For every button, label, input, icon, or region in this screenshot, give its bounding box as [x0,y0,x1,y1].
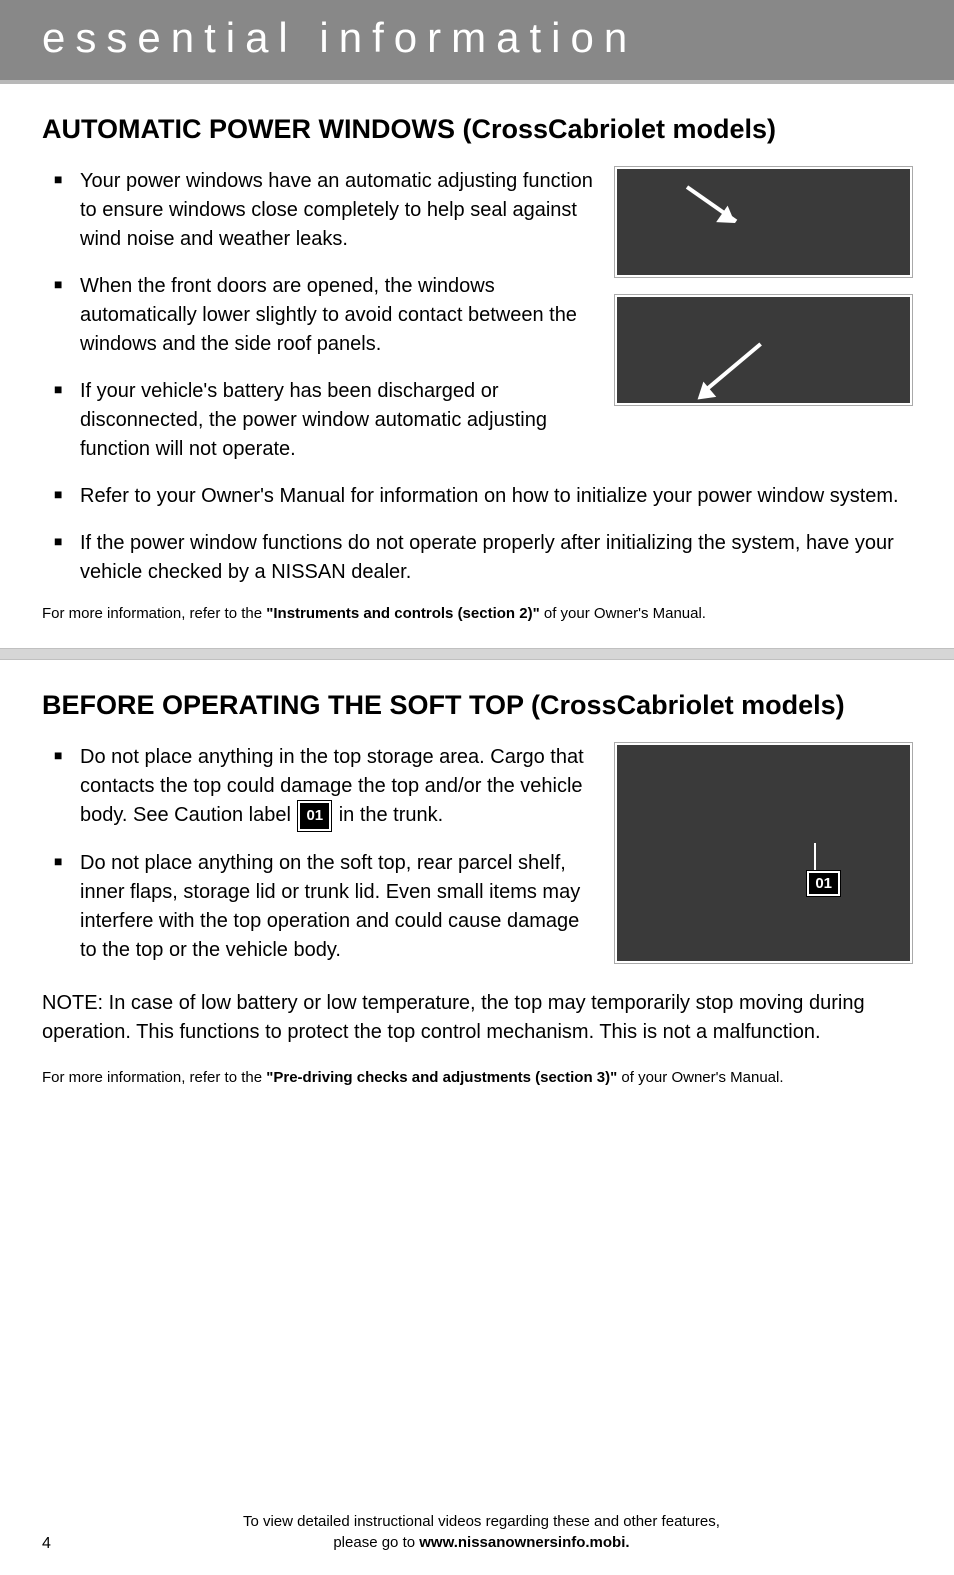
callout-01-img: 01 [807,871,840,896]
page-number: 4 [42,1535,51,1553]
refer-pre: For more information, refer to the [42,605,266,622]
section2-bullets: Do not place anything in the top storage… [42,743,597,965]
section2-two-col: Do not place anything in the top storage… [42,743,912,983]
refer-bold: "Pre-driving checks and adjustments (sec… [266,1069,617,1086]
section1-two-col: Your power windows have an automatic adj… [42,167,912,482]
section2-refer: For more information, refer to the "Pre-… [42,1069,912,1086]
footer-line2-pre: please go to [333,1534,419,1551]
footer-text: To view detailed instructional videos re… [51,1511,912,1553]
section1-refer: For more information, refer to the "Inst… [42,605,912,622]
page-content: AUTOMATIC POWER WINDOWS (CrossCabriolet … [0,84,954,1086]
list-item: When the front doors are opened, the win… [42,272,597,359]
section1-bullets-full: Refer to your Owner's Manual for informa… [42,482,912,587]
window-down-image [615,167,912,277]
section1-bullets-left: Your power windows have an automatic adj… [42,167,597,464]
refer-post: of your Owner's Manual. [540,605,706,622]
callout-leader-line [814,843,816,873]
section1-left: Your power windows have an automatic adj… [42,167,597,482]
footer-link: www.nissanownersinfo.mobi. [419,1534,629,1551]
section1-right [615,167,912,482]
section1-title: AUTOMATIC POWER WINDOWS (CrossCabriolet … [42,114,912,145]
section2-left: Do not place anything in the top storage… [42,743,597,983]
refer-bold: "Instruments and controls (section 2)" [266,605,539,622]
callout-01: 01 [298,801,331,831]
footer-line1: To view detailed instructional videos re… [243,1513,720,1530]
list-item: Do not place anything in the top storage… [42,743,597,831]
page-footer: 4 To view detailed instructional videos … [0,1511,954,1553]
section2-note: NOTE: In case of low battery or low temp… [42,989,912,1047]
bullet1-post: in the trunk. [333,804,443,826]
section2-title: BEFORE OPERATING THE SOFT TOP (CrossCabr… [42,690,912,721]
list-item: If the power window functions do not ope… [42,529,912,587]
header-title: essential information [42,14,637,61]
refer-pre: For more information, refer to the [42,1069,266,1086]
list-item: Your power windows have an automatic adj… [42,167,597,254]
section2-right: 01 [615,743,912,983]
page-header: essential information [0,0,954,84]
list-item: Do not place anything on the soft top, r… [42,849,597,965]
refer-post: of your Owner's Manual. [617,1069,783,1086]
list-item: Refer to your Owner's Manual for informa… [42,482,912,511]
window-up-image [615,295,912,405]
trunk-image: 01 [615,743,912,963]
bullet1-pre: Do not place anything in the top storage… [80,746,584,826]
list-item: If your vehicle's battery has been disch… [42,377,597,464]
section-divider [0,648,954,660]
